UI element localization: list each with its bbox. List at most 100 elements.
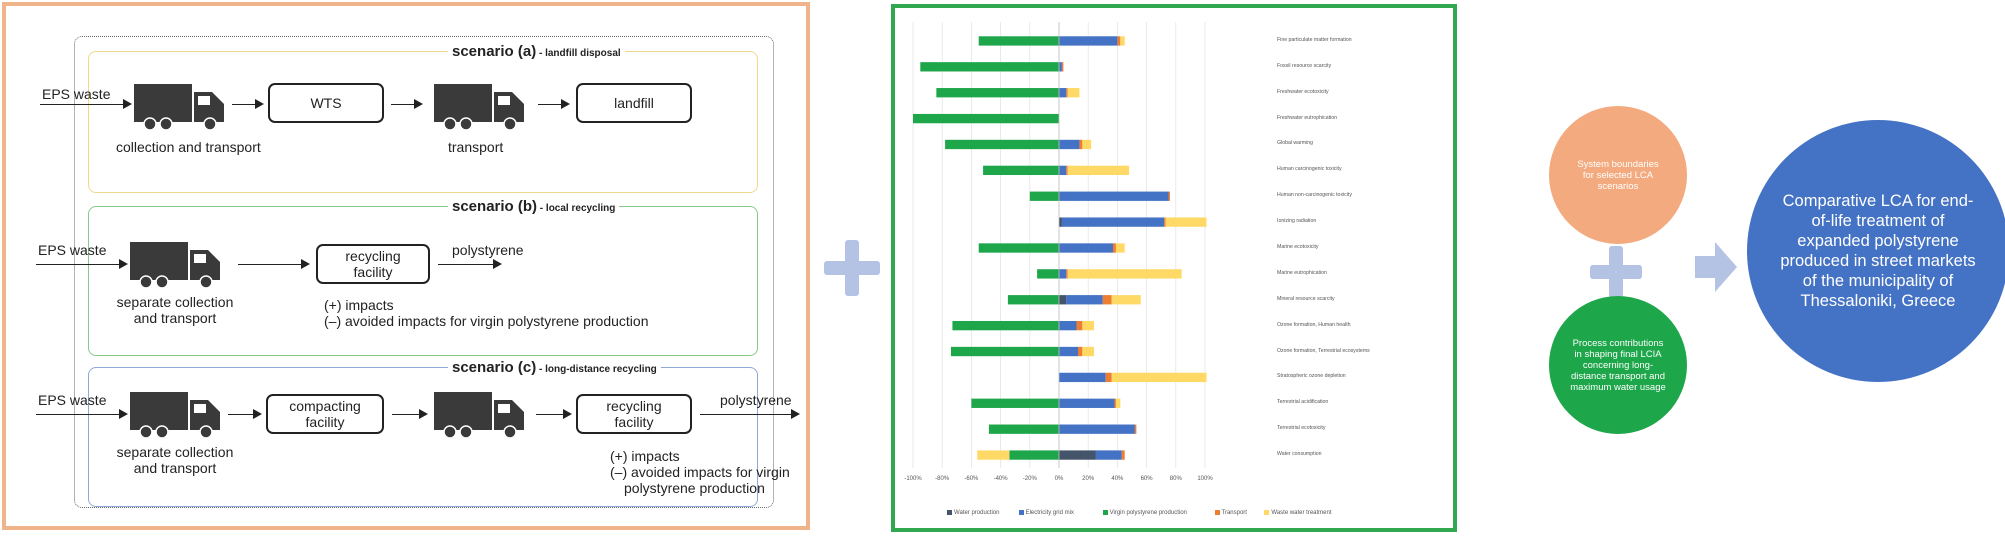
category-label: Fossil resource scarcity bbox=[1277, 62, 1332, 69]
bar-segment bbox=[1059, 36, 1118, 46]
bar-segment bbox=[988, 424, 1059, 434]
legend-label: Waste water treatment bbox=[1271, 510, 1332, 517]
arrow bbox=[36, 259, 128, 269]
scenario-a-title: scenario (a) - landfill disposal bbox=[448, 43, 625, 60]
bar-segment bbox=[978, 36, 1059, 46]
legend-entry: Water production bbox=[947, 510, 999, 516]
scenario-a-landfill-box: landfill bbox=[576, 83, 692, 123]
bar-segment bbox=[983, 165, 1059, 176]
legend-entry: Electricity grid mix bbox=[1018, 510, 1074, 517]
scenario-a-subtitle: - landfill disposal bbox=[536, 48, 621, 59]
bar-segment bbox=[936, 88, 1059, 98]
arrow bbox=[36, 409, 128, 419]
truck-icon bbox=[130, 392, 220, 438]
scenario-c-subtitle: - long-distance recycling bbox=[536, 364, 657, 375]
scenario-b-recycling-box: recycling facility bbox=[316, 244, 430, 284]
bar-segment bbox=[1067, 269, 1182, 279]
impacts-line: (+) impacts bbox=[324, 297, 394, 313]
arrow bbox=[232, 99, 264, 109]
legend-swatch bbox=[1214, 510, 1220, 515]
bar-segment bbox=[1105, 372, 1112, 383]
bar-segment bbox=[1059, 424, 1135, 434]
legend-swatch bbox=[1018, 510, 1024, 515]
x-tick-label: 40% bbox=[1111, 476, 1124, 482]
category-label: Global warming bbox=[1277, 140, 1314, 147]
bar-segment bbox=[1059, 450, 1096, 460]
category-label: Human carcinogenic toxicity bbox=[1277, 166, 1342, 173]
bar-segment bbox=[1059, 346, 1078, 357]
scenario-c-compacting-box: compacting facility bbox=[266, 394, 384, 434]
bar-segment bbox=[1114, 398, 1116, 408]
category-label: Marine ecotoxicity bbox=[1277, 244, 1319, 250]
bar-segment bbox=[950, 346, 1059, 357]
bar-segment bbox=[1134, 424, 1137, 434]
process-contributions-circle: Process contributions in shaping final L… bbox=[1549, 296, 1687, 434]
truck-icon bbox=[134, 84, 224, 130]
category-label: Stratospheric ozone depletion bbox=[1277, 373, 1346, 380]
legend-label: Electricity grid mix bbox=[1025, 510, 1074, 517]
bar-segment bbox=[1082, 139, 1092, 150]
label-line: and transport bbox=[133, 460, 217, 476]
outer-dotted-frame bbox=[74, 36, 774, 508]
system-boundaries-circle: System boundaries for selected LCA scena… bbox=[1549, 106, 1687, 244]
scenario-a-input: EPS waste bbox=[42, 86, 111, 102]
bar-segment bbox=[1059, 295, 1067, 305]
arrow bbox=[40, 99, 132, 109]
box-line: facility bbox=[614, 414, 654, 430]
impacts-line: (–) avoided impacts for virgin bbox=[610, 464, 790, 480]
arrow bbox=[392, 409, 428, 419]
arrow bbox=[538, 99, 570, 109]
legend-entry: Virgin polystyrene production bbox=[1102, 510, 1187, 516]
circle-text: System boundaries for selected LCA scena… bbox=[1577, 158, 1659, 192]
bar-segment bbox=[1102, 295, 1112, 305]
bar-segment bbox=[1061, 62, 1064, 72]
bar-segment bbox=[1059, 320, 1077, 331]
scenario-b-step1-label: separate collection and transport bbox=[110, 294, 240, 326]
category-label: Human non-carcinogenic toxicity bbox=[1277, 192, 1352, 199]
impacts-line: (–) avoided impacts for virgin polystyre… bbox=[324, 313, 649, 329]
category-label: Marine eutrophication bbox=[1277, 269, 1327, 276]
truck-icon bbox=[434, 392, 524, 438]
scenario-c-impacts: (+) impacts (–) avoided impacts for virg… bbox=[610, 448, 790, 496]
bar-segment bbox=[1059, 88, 1067, 98]
bar-segment bbox=[1059, 372, 1106, 383]
bar-segment bbox=[1115, 398, 1121, 408]
circle-text: Process contributions in shaping final L… bbox=[1570, 337, 1666, 393]
scenario-a-frame bbox=[88, 51, 758, 193]
scenario-b-output: polystyrene bbox=[452, 242, 524, 258]
x-tick-label: -60% bbox=[964, 476, 979, 482]
category-label: Terrestrial ecotoxicity bbox=[1277, 425, 1326, 432]
plus-icon bbox=[1590, 246, 1642, 298]
main-title-circle: Comparative LCA for end-of-life treatmen… bbox=[1747, 120, 2005, 382]
bar-segment bbox=[1095, 450, 1122, 460]
bar-segment bbox=[1082, 320, 1095, 331]
scenario-b-title: scenario (b) - local recycling bbox=[448, 198, 620, 215]
impacts-line: polystyrene production bbox=[624, 480, 765, 496]
x-tick-label: 20% bbox=[1082, 476, 1095, 482]
x-tick-label: -40% bbox=[993, 476, 1008, 482]
scenario-c-input: EPS waste bbox=[38, 392, 107, 408]
bar-segment bbox=[1076, 320, 1083, 331]
box-line: recycling bbox=[606, 398, 662, 414]
scenario-b-impacts: (+) impacts (–) avoided impacts for virg… bbox=[324, 297, 649, 329]
bar-segment bbox=[1168, 191, 1170, 201]
category-label: Mineral resource scarcity bbox=[1277, 295, 1335, 302]
legend-label: Transport bbox=[1221, 510, 1247, 517]
bar-segment bbox=[1059, 217, 1062, 227]
bar-segment bbox=[1009, 450, 1059, 460]
bar-segment bbox=[1059, 62, 1062, 72]
bar-segment bbox=[1029, 191, 1059, 201]
scenario-b-frame bbox=[88, 206, 758, 356]
truck-icon bbox=[434, 84, 524, 130]
legend-swatch bbox=[1102, 510, 1108, 515]
plus-icon bbox=[824, 240, 880, 296]
bar-segment bbox=[1082, 346, 1095, 357]
box-line: facility bbox=[353, 264, 393, 280]
bar-segment bbox=[971, 398, 1059, 408]
label-line: and transport bbox=[133, 310, 217, 326]
legend-swatch bbox=[1264, 510, 1270, 515]
arrow bbox=[238, 259, 310, 269]
bar-segment bbox=[1059, 139, 1080, 150]
legend-entry: Transport bbox=[1214, 510, 1247, 517]
bar-segment bbox=[1059, 165, 1067, 176]
